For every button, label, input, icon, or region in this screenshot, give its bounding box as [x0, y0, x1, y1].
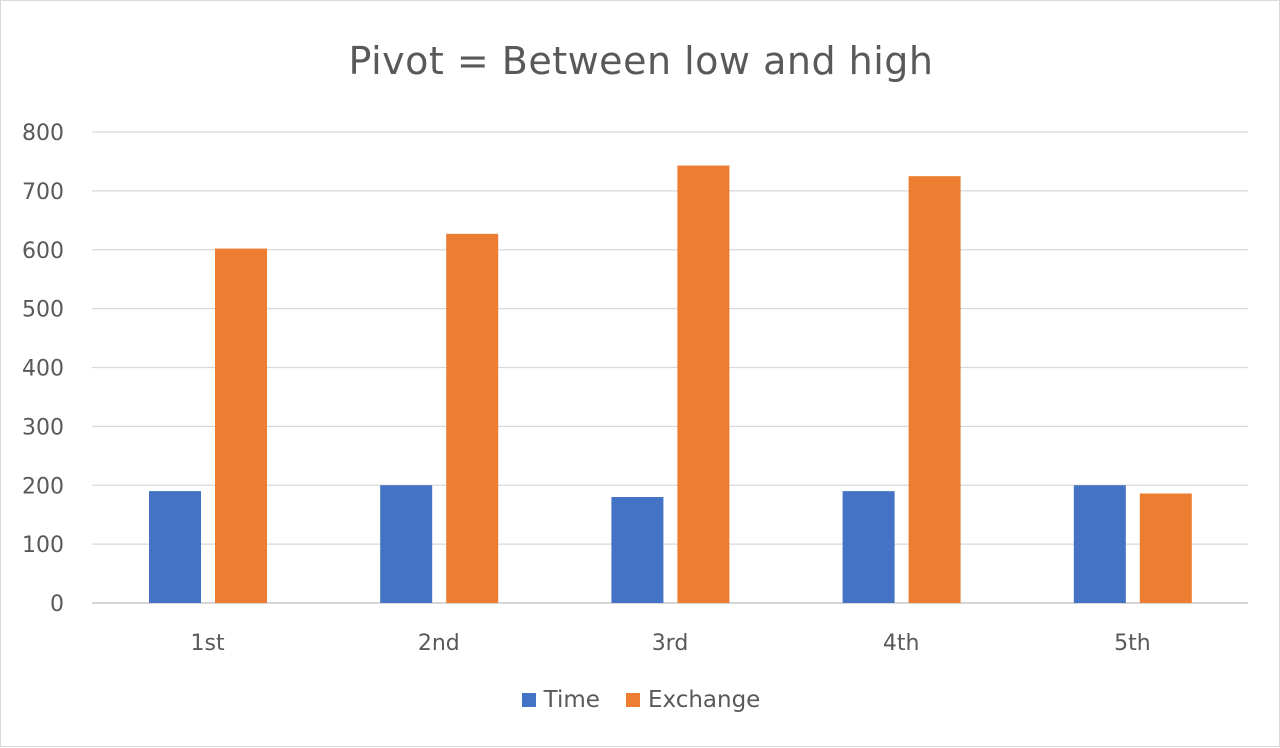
y-tick-label: 200	[22, 474, 64, 499]
y-axis-ticks: 0 100 200 300 400 500 600 700 800	[22, 121, 64, 617]
y-tick-label: 100	[22, 533, 64, 558]
bar-exchange-2nd	[446, 233, 499, 603]
y-tick-label: 600	[22, 239, 64, 264]
bar-time-4th	[842, 491, 895, 603]
bar-time-1st	[149, 491, 201, 603]
chart-title: Pivot = Between low and high	[348, 39, 934, 83]
gridlines	[92, 131, 1248, 604]
legend-item-exchange: Exchange	[625, 687, 761, 713]
bar-time-3rd	[611, 497, 664, 603]
legend-label-time: Time	[543, 687, 600, 713]
y-tick-label: 0	[50, 592, 64, 617]
x-tick-label: 1st	[191, 631, 225, 656]
legend-swatch-exchange	[625, 693, 640, 707]
y-tick-label: 400	[22, 357, 64, 382]
bars	[149, 165, 1192, 603]
bar-exchange-5th	[1139, 493, 1192, 603]
bar-exchange-4th	[908, 176, 961, 603]
bar-time-2nd	[380, 485, 433, 603]
y-tick-label: 300	[22, 415, 64, 440]
y-tick-label: 800	[22, 121, 64, 146]
y-tick-label: 500	[22, 298, 64, 323]
y-tick-label: 700	[22, 180, 64, 205]
legend-label-exchange: Exchange	[647, 687, 761, 713]
x-tick-label: 3rd	[652, 631, 689, 656]
bar-exchange-3rd	[677, 165, 730, 603]
x-axis-ticks: 1st 2nd 3rd 4th 5th	[191, 631, 1151, 656]
x-tick-label: 5th	[1114, 631, 1151, 656]
legend: Time Exchange	[1, 687, 1280, 713]
bar-time-5th	[1073, 485, 1126, 603]
x-tick-label: 4th	[883, 631, 920, 656]
x-tick-label: 2nd	[418, 631, 460, 656]
legend-item-time: Time	[521, 687, 600, 713]
legend-swatch-time	[521, 693, 536, 707]
bar-exchange-1st	[215, 248, 267, 603]
